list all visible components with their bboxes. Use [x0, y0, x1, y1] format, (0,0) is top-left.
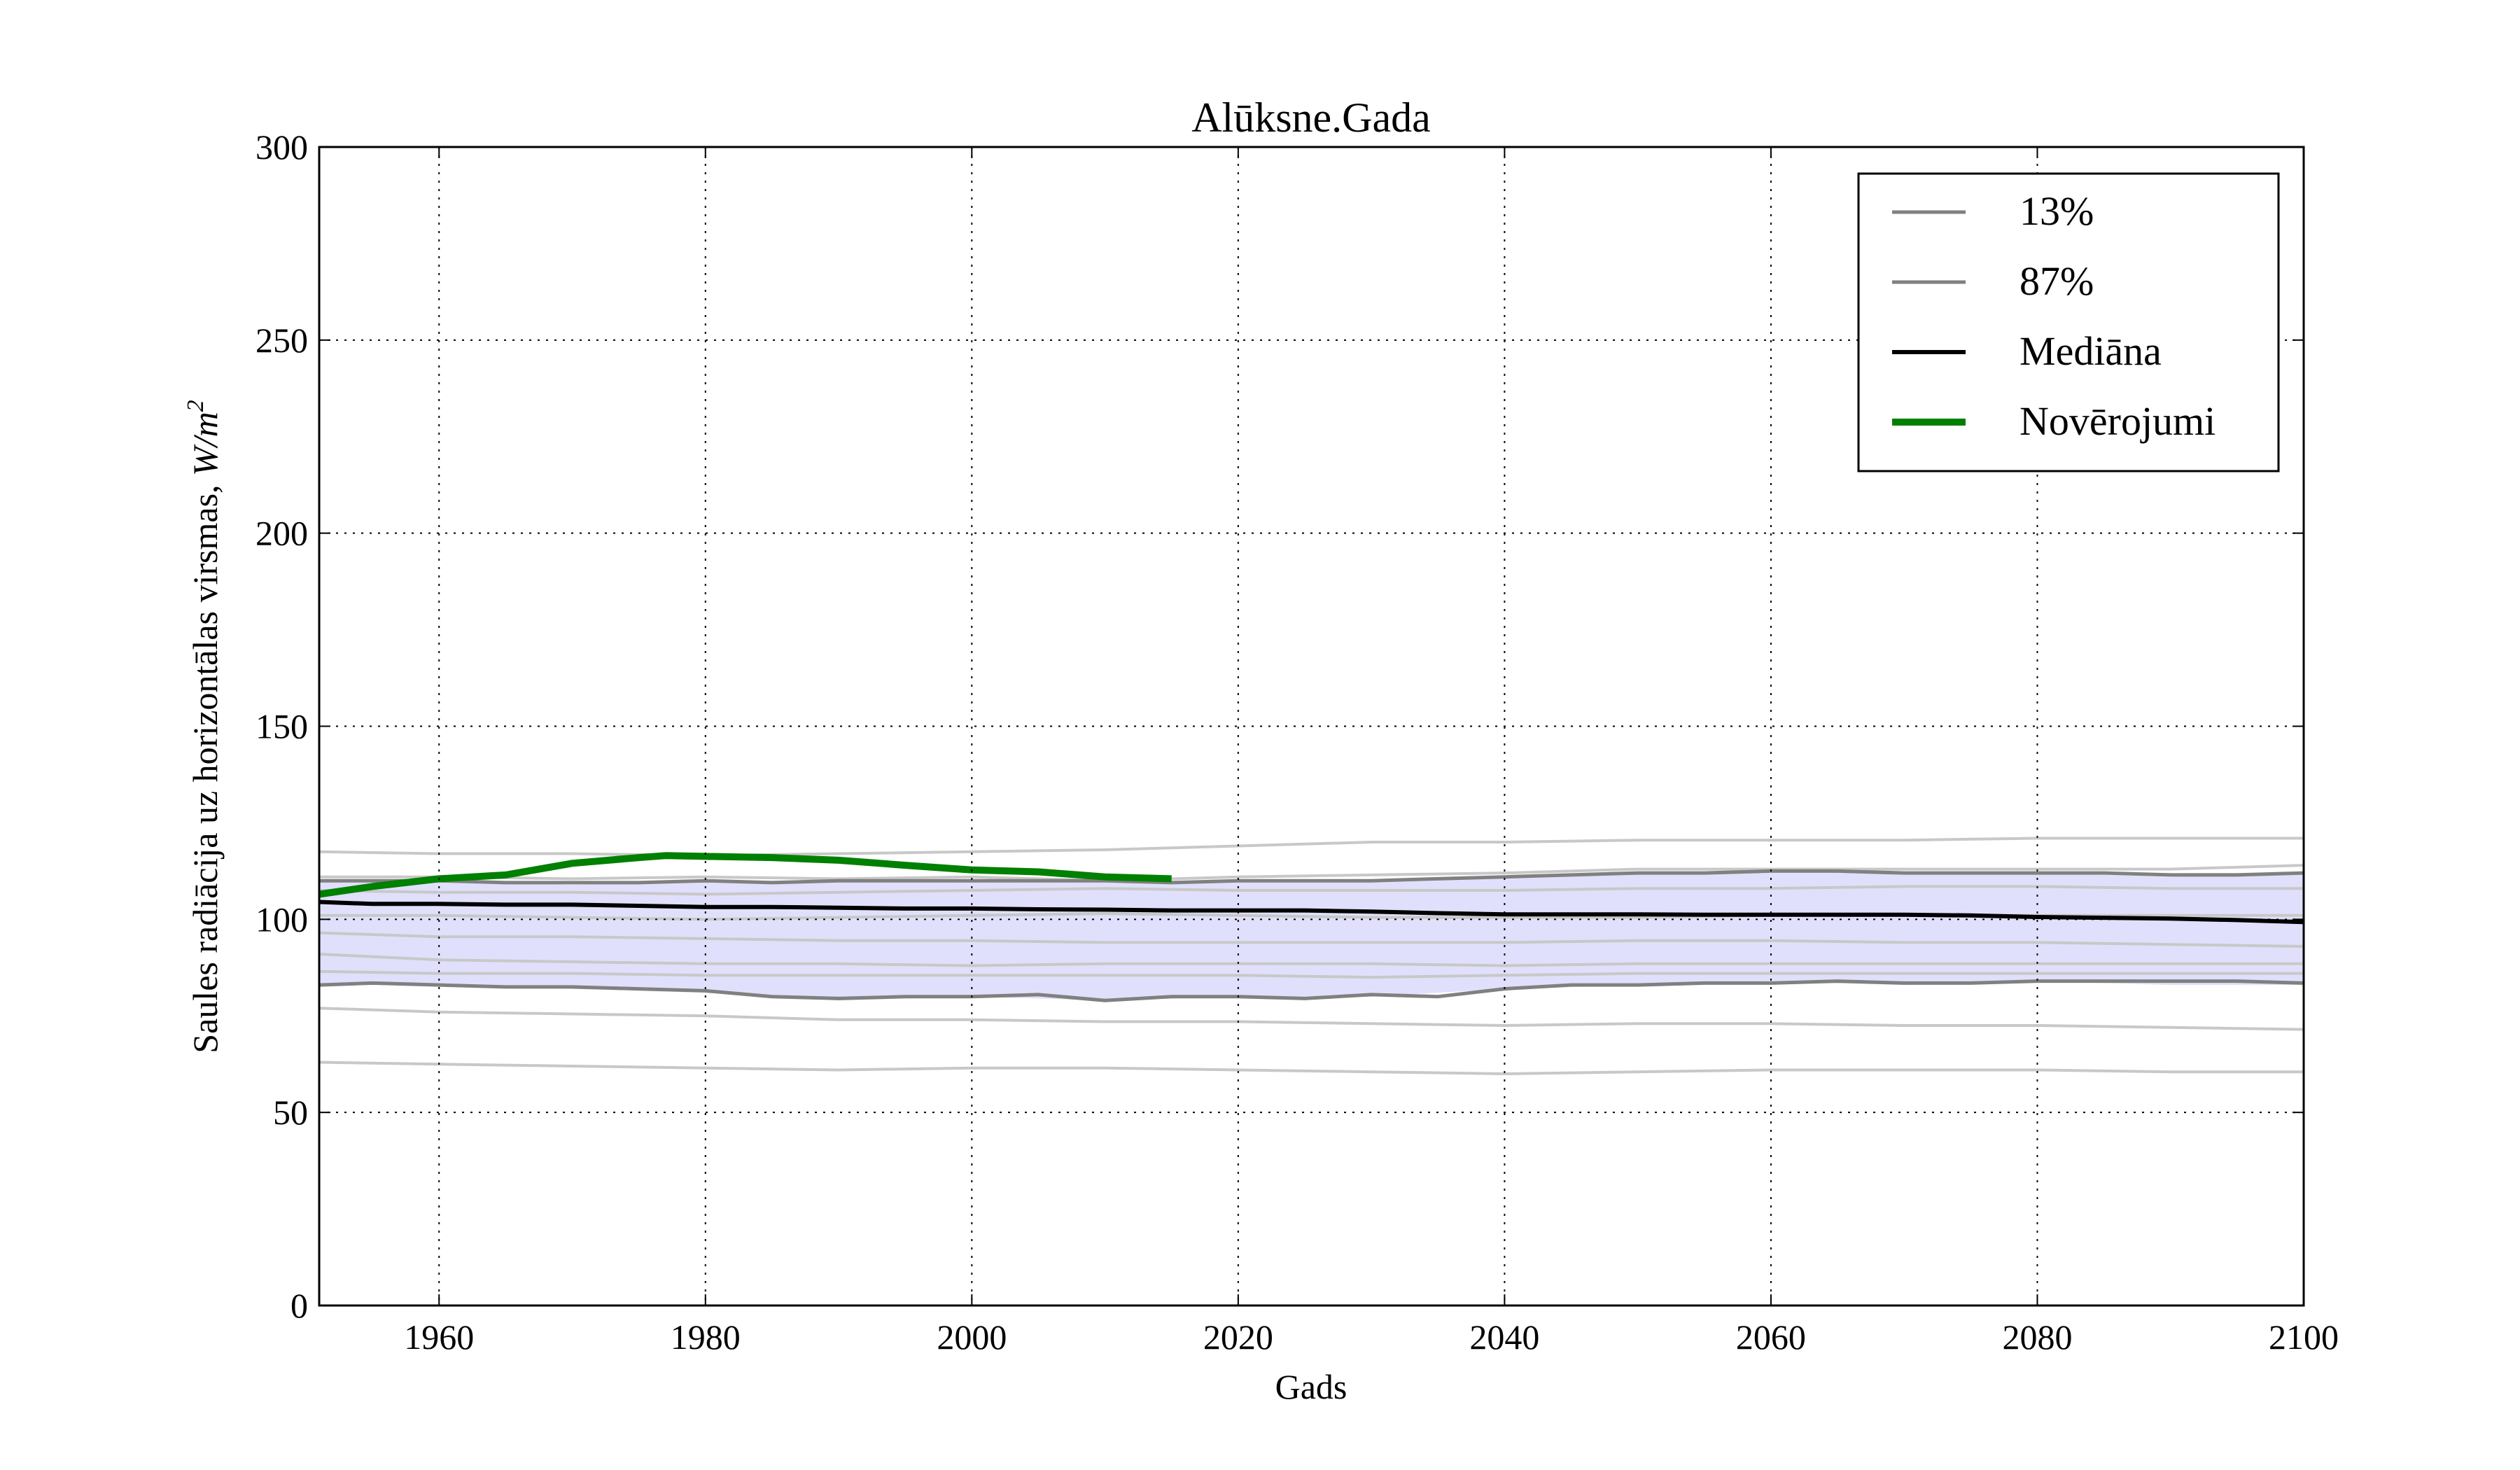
y-tick-label: 150 — [255, 707, 308, 746]
x-tick-label: 2100 — [2269, 1317, 2339, 1357]
legend-label: Mediāna — [2019, 328, 2162, 374]
ensemble-line — [318, 953, 2304, 967]
plot-area: 1960 1980 2000 2020 2040 2060 2080 2100 0 50 100 15… — [255, 127, 2339, 1357]
x-tick-label: 2000 — [937, 1317, 1007, 1357]
percentile-band — [319, 873, 2304, 1001]
legend-label: 13% — [2019, 188, 2094, 234]
y-tick-label: 100 — [255, 899, 308, 939]
y-axis-label-exponent: 2 — [183, 400, 209, 412]
y-axis-label-text: Saules radiācija uz horizontālas virsmas… — [186, 476, 225, 1054]
legend-label: Novērojumi — [2019, 398, 2216, 444]
y-tick-label: 300 — [255, 127, 308, 167]
legend: 13% 87% Mediāna Novērojumi — [1857, 172, 2280, 472]
y-tick-label: 50 — [273, 1093, 308, 1132]
series-line-median — [318, 899, 2304, 925]
grid-layer — [319, 147, 2304, 1306]
series-lines-layer — [318, 852, 2304, 1002]
x-tick-label: 2080 — [2002, 1317, 2072, 1357]
y-axis-label: Saules radiācija uz horizontālas virsmas… — [183, 400, 225, 1053]
series-line-percentile — [319, 869, 2304, 885]
ensemble-line — [318, 969, 2304, 979]
y-axis-label-unit: W/m — [186, 412, 225, 476]
ensemble-line — [318, 885, 2304, 896]
y-tick-label: 250 — [255, 321, 308, 360]
y-tick-label: 0 — [290, 1286, 308, 1325]
chart-title: Alūksne.Gada — [1191, 94, 1431, 141]
tick-layer: 1960 1980 2000 2020 2040 2060 2080 2100 0 50 100 15… — [255, 127, 2339, 1357]
legend-label: 87% — [2019, 258, 2094, 304]
percentile-band-layer — [319, 873, 2304, 1001]
y-tick-label: 200 — [255, 514, 308, 553]
series-line-observations — [318, 852, 1172, 898]
ensemble-line — [318, 1060, 2304, 1076]
ensemble-line — [319, 864, 2304, 883]
ensemble-line — [318, 1007, 2304, 1031]
series-line-percentile — [318, 979, 2304, 1002]
x-tick-label: 1960 — [404, 1317, 474, 1357]
ensemble-line — [318, 931, 2304, 948]
x-tick-label: 2020 — [1203, 1317, 1273, 1357]
x-tick-label: 2060 — [1736, 1317, 1806, 1357]
x-axis-label: Gads — [1275, 1367, 1348, 1406]
ensemble-lines-layer — [318, 836, 2304, 1076]
x-tick-label: 1980 — [671, 1317, 741, 1357]
x-tick-label: 2040 — [1469, 1317, 1539, 1357]
